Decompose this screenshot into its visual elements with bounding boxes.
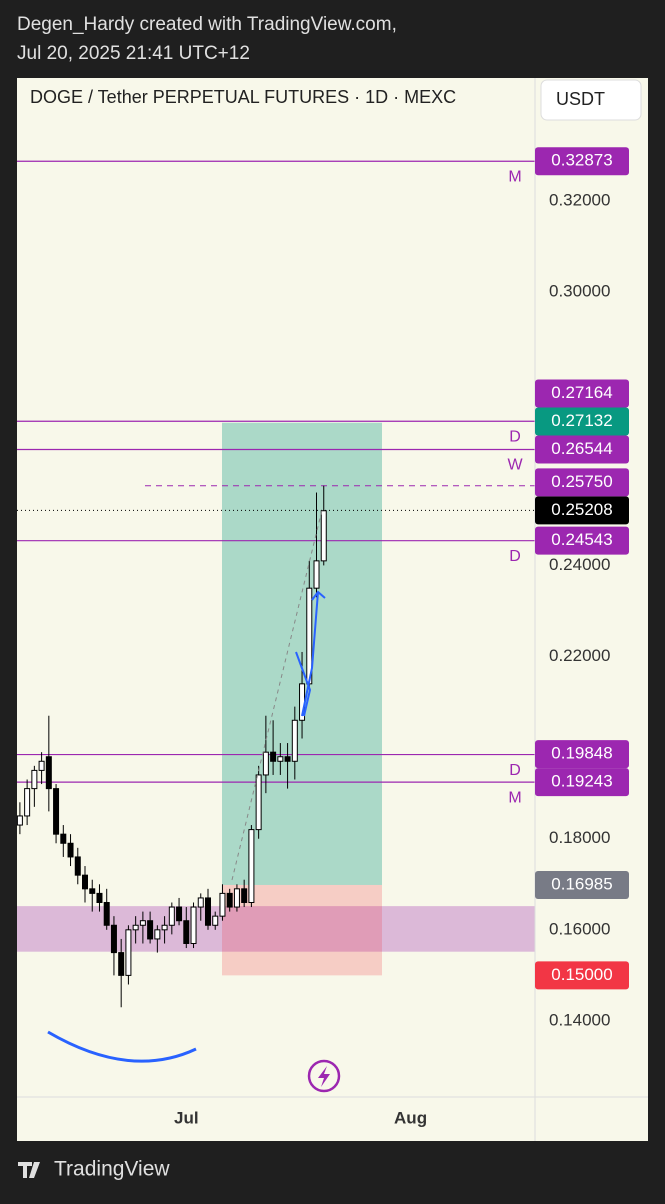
price-tag: [535, 768, 629, 797]
candle-body: [262, 751, 269, 776]
price-tag-label: 0.32873: [551, 151, 612, 170]
candle-body: [204, 897, 211, 926]
candle-body: [255, 774, 262, 831]
candle-body: [190, 906, 197, 944]
currency-button[interactable]: [540, 79, 642, 121]
candle-body: [176, 906, 183, 922]
price-tag: [535, 147, 629, 176]
x-tick-label: Jul: [174, 1108, 199, 1127]
footer-brand: TradingView: [54, 1158, 170, 1181]
y-tick-label: 0.14000: [549, 1010, 610, 1029]
price-tag: [535, 740, 629, 769]
candle-body: [219, 892, 226, 917]
candle-body: [154, 929, 161, 940]
drawing-arc: [47, 1030, 197, 1063]
price-tag-label: 0.16985: [551, 874, 612, 893]
price-tag: [535, 379, 629, 408]
candle-body: [233, 888, 240, 908]
candle-body: [161, 924, 168, 931]
zone: [17, 906, 535, 952]
y-tick-label: 0.18000: [549, 828, 610, 847]
y-tick-label: 0.30000: [549, 282, 610, 301]
replay-icon-bolt: [318, 1066, 330, 1087]
candle-body: [291, 719, 298, 762]
price-tag-label: 0.15000: [551, 965, 612, 984]
price-tag-label: 0.26544: [551, 439, 612, 458]
price-tag-label: 0.27132: [551, 411, 612, 430]
candle-body: [320, 510, 327, 562]
price-tag: [535, 435, 629, 464]
candle-body: [270, 751, 277, 762]
level-tag: W: [507, 457, 523, 474]
replay-icon[interactable]: [307, 1059, 341, 1093]
candle-body: [38, 760, 45, 771]
y-tick-label: 0.24000: [549, 555, 610, 574]
candle-body: [16, 815, 23, 826]
candle-body: [132, 924, 139, 931]
level-tag: D: [509, 428, 521, 445]
price-tag-label: 0.27164: [551, 383, 612, 402]
candle-body: [67, 842, 74, 858]
candle-body: [248, 829, 255, 903]
candle-body: [24, 788, 31, 817]
price-tag: [535, 407, 629, 436]
level-tag: D: [509, 548, 521, 565]
price-tag-label: 0.25208: [551, 500, 612, 519]
level-tag: D: [509, 762, 521, 779]
date-line: Jul 20, 2025 21:41 UTC+12: [17, 43, 250, 64]
candle-body: [118, 952, 125, 976]
candle-body: [31, 769, 38, 790]
candle-body: [45, 756, 52, 790]
tv-logo: [18, 1162, 40, 1178]
candle-body: [110, 924, 117, 954]
chart-title: DOGE / Tether PERPETUAL FUTURES · 1D · M…: [30, 87, 456, 107]
level-tag: M: [508, 168, 521, 185]
drawing-arrow: [295, 590, 326, 717]
x-tick-label: Aug: [394, 1108, 427, 1127]
candle-body: [212, 915, 219, 926]
candle-body: [103, 901, 110, 926]
level-tag: M: [508, 789, 521, 806]
candle-body: [226, 892, 233, 908]
y-tick-label: 0.22000: [549, 646, 610, 665]
currency-label[interactable]: USDT: [556, 89, 605, 109]
price-tag: [535, 526, 629, 555]
price-tag: [535, 468, 629, 497]
candle-body: [313, 560, 320, 589]
y-tick-label: 0.32000: [549, 190, 610, 209]
y-tick-label: 0.16000: [549, 919, 610, 938]
price-tag-label: 0.25750: [551, 472, 612, 491]
candle-body: [241, 888, 248, 903]
price-tag-label: 0.24543: [551, 530, 612, 549]
candle-body: [96, 892, 103, 903]
plot: 0.32000 0.30000 0.24000 0.22000 0.18000 0.160…: [16, 160, 610, 1127]
price-tag: [535, 496, 629, 525]
candle-body: [183, 920, 190, 944]
candle-body: [139, 920, 146, 926]
candle-body: [284, 756, 291, 762]
candle-body: [277, 756, 284, 762]
candle-body: [125, 929, 132, 976]
price-tag-label: 0.19243: [551, 772, 612, 791]
candle-body: [74, 856, 81, 876]
price-tag: [535, 961, 629, 990]
candle-body: [168, 906, 175, 926]
candle-body: [60, 833, 67, 844]
candle-body: [147, 920, 154, 940]
candle-body: [82, 874, 89, 890]
candle-body: [197, 897, 204, 908]
author-line: Degen_Hardy created with TradingView.com…: [17, 14, 397, 35]
price-tag: [535, 870, 629, 899]
candle-body: [89, 888, 96, 894]
candle-body: [53, 788, 60, 835]
price-tag-label: 0.19848: [551, 744, 612, 763]
